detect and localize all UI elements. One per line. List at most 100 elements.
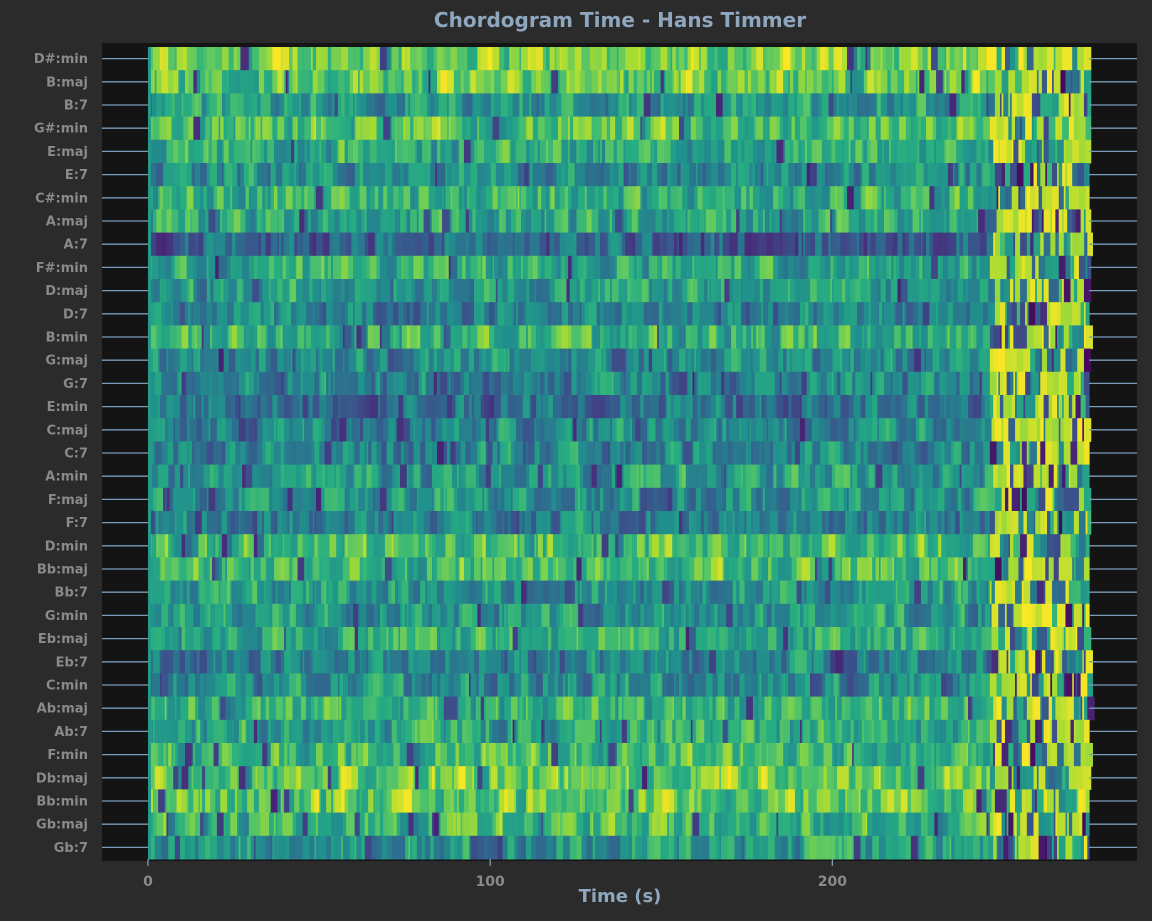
heatmap-cell [473,511,477,535]
heatmap-cell [999,279,1003,303]
heatmap-cell [309,487,312,512]
heatmap-cell [993,232,996,257]
heatmap-cell [344,70,351,94]
heatmap-cell [447,371,450,396]
heatmap-cell [944,139,947,164]
heatmap-cell [277,70,284,94]
heatmap-cell [509,418,517,442]
heatmap-cell [615,209,623,234]
heatmap-cell [835,186,838,210]
heatmap-cell [490,511,497,535]
heatmap-cell [793,395,801,419]
heatmap-cell [924,93,927,118]
heatmap-cell [670,302,678,326]
heatmap-cell [862,139,865,164]
heatmap-cell [544,371,549,396]
heatmap-cell [949,70,957,94]
heatmap-cell [710,371,717,396]
heatmap-cell [833,255,838,280]
heatmap-cell [742,47,747,71]
heatmap-cell [552,163,557,187]
heatmap-cell [647,511,652,535]
heatmap-cell [393,511,399,535]
heatmap-cell [477,47,482,71]
heatmap-cell [1001,255,1008,280]
heatmap-cell [1006,255,1011,280]
heatmap-cell [225,441,231,466]
heatmap-cell [610,47,618,71]
heatmap-cell [398,441,401,466]
heatmap-cell [640,418,648,442]
heatmap-cell [956,511,961,535]
heatmap-cell [1082,464,1090,489]
heatmap-cell [164,487,168,512]
heatmap-cell [909,232,915,257]
heatmap-cell [561,487,569,512]
heatmap-cell [564,186,569,210]
heatmap-cell [894,302,897,326]
heatmap-cell [852,464,858,489]
heatmap-cell [626,186,633,210]
heatmap-cell [1020,441,1023,466]
heatmap-cell [349,557,354,582]
heatmap-cell [796,511,799,535]
heatmap-cell [280,441,285,466]
heatmap-cell [359,395,364,419]
heatmap-cell [310,116,315,141]
heatmap-cell [855,534,862,558]
heatmap-cell [889,116,893,141]
heatmap-cell [260,163,268,187]
heatmap-cell [571,255,574,280]
heatmap-cell [210,279,215,303]
heatmap-cell [885,232,893,257]
heatmap-cell [620,487,625,512]
heatmap-cell [304,47,312,71]
heatmap-cell [475,209,483,234]
heatmap-cell [173,232,181,257]
heatmap-cell [462,255,467,280]
heatmap-cell [549,186,552,210]
heatmap-cell [650,139,653,164]
heatmap-cell [638,487,641,512]
heatmap-cell [228,139,235,164]
heatmap-cell [761,395,764,419]
heatmap-cell [831,209,835,234]
heatmap-cell [568,487,574,512]
heatmap-cell [786,418,794,442]
heatmap-cell [727,70,736,94]
heatmap-cell [1023,395,1026,419]
heatmap-cell [297,534,304,558]
heatmap-cell [453,348,462,373]
heatmap-cell [230,186,233,210]
heatmap-cell [302,418,305,442]
heatmap-cell [1065,255,1072,280]
heatmap-cell [858,232,865,257]
heatmap-cell [151,395,159,419]
heatmap-cell [798,139,803,164]
heatmap-cell [386,302,389,326]
heatmap-cell [510,232,514,257]
heatmap-cell [574,511,578,535]
heatmap-cell [697,209,700,234]
heatmap-cell [584,302,589,326]
heatmap-cell [653,348,660,373]
heatmap-cell [721,418,724,442]
heatmap-cell [1043,116,1050,141]
heatmap-cell [799,279,806,303]
heatmap-cell [349,418,352,442]
heatmap-cell [495,163,502,187]
heatmap-cell [398,47,403,71]
heatmap-cell [667,186,672,210]
heatmap-cell [354,325,357,350]
heatmap-cell [638,511,646,535]
heatmap-cell [519,487,527,512]
heatmap-cell [448,255,452,280]
heatmap-cell [636,163,641,187]
heatmap-cell [423,209,431,234]
heatmap-cell [568,348,573,373]
heatmap-cell [574,47,583,71]
heatmap-cell [235,255,243,280]
heatmap-cell [368,232,376,257]
heatmap-cell [1070,70,1073,94]
heatmap-cell [216,139,223,164]
